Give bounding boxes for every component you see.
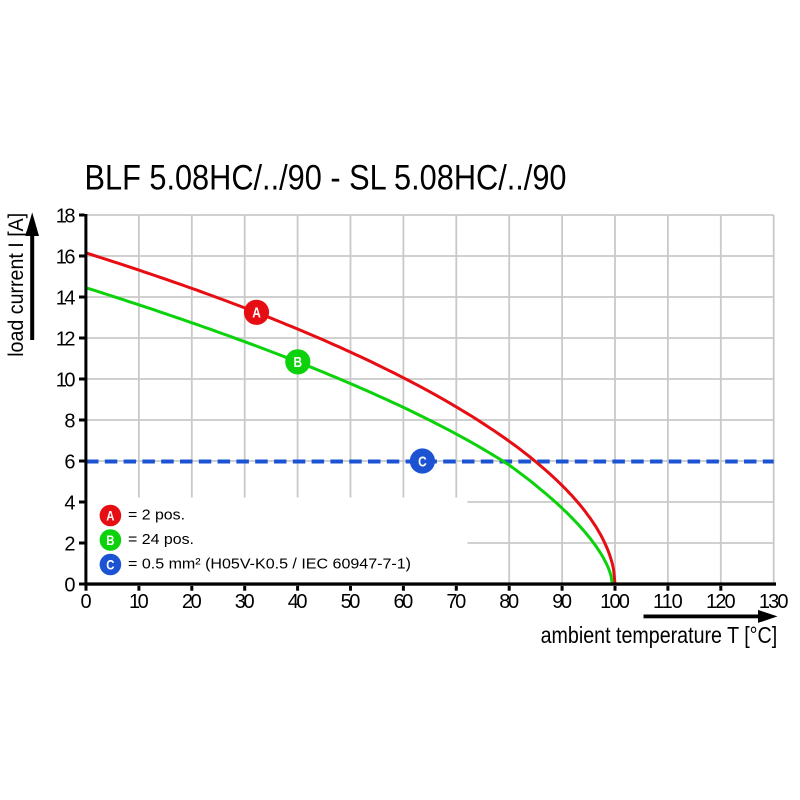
svg-text:90: 90 [552, 591, 572, 613]
svg-text:20: 20 [182, 591, 202, 613]
svg-text:80: 80 [499, 591, 519, 613]
svg-text:8: 8 [64, 410, 75, 432]
svg-text:= 2 pos.: = 2 pos. [128, 507, 185, 524]
svg-text:= 24 pos.: = 24 pos. [128, 531, 194, 548]
svg-text:2: 2 [64, 533, 75, 555]
svg-text:10: 10 [129, 591, 149, 613]
svg-text:50: 50 [341, 591, 361, 613]
svg-text:16: 16 [56, 246, 76, 268]
svg-text:B: B [106, 533, 114, 548]
svg-text:BLF 5.08HC/../90 - SL 5.08HC/.: BLF 5.08HC/../90 - SL 5.08HC/../90 [85, 159, 567, 198]
svg-text:ambient temperature T [°C]: ambient temperature T [°C] [541, 622, 778, 648]
svg-text:40: 40 [288, 591, 308, 613]
svg-text:130: 130 [759, 591, 789, 613]
svg-text:0: 0 [64, 574, 75, 596]
svg-text:10: 10 [56, 369, 76, 391]
svg-text:6: 6 [64, 451, 75, 473]
svg-text:C: C [106, 557, 114, 572]
svg-text:A: A [252, 306, 261, 322]
svg-text:110: 110 [653, 591, 683, 613]
svg-text:60: 60 [394, 591, 414, 613]
svg-text:120: 120 [706, 591, 736, 613]
svg-text:70: 70 [446, 591, 466, 613]
svg-text:0: 0 [80, 591, 91, 613]
svg-text:12: 12 [56, 328, 76, 350]
svg-text:= 0.5 mm² (H05V-K0.5 / IEC 609: = 0.5 mm² (H05V-K0.5 / IEC 60947-7-1) [128, 556, 411, 573]
svg-text:A: A [106, 508, 114, 523]
svg-text:18: 18 [56, 205, 76, 227]
svg-text:14: 14 [56, 287, 76, 309]
svg-text:4: 4 [64, 492, 75, 514]
svg-text:B: B [294, 355, 303, 371]
svg-text:C: C [418, 454, 427, 470]
svg-text:load current I [A]: load current I [A] [4, 213, 28, 357]
svg-text:30: 30 [235, 591, 255, 613]
svg-text:100: 100 [600, 591, 630, 613]
